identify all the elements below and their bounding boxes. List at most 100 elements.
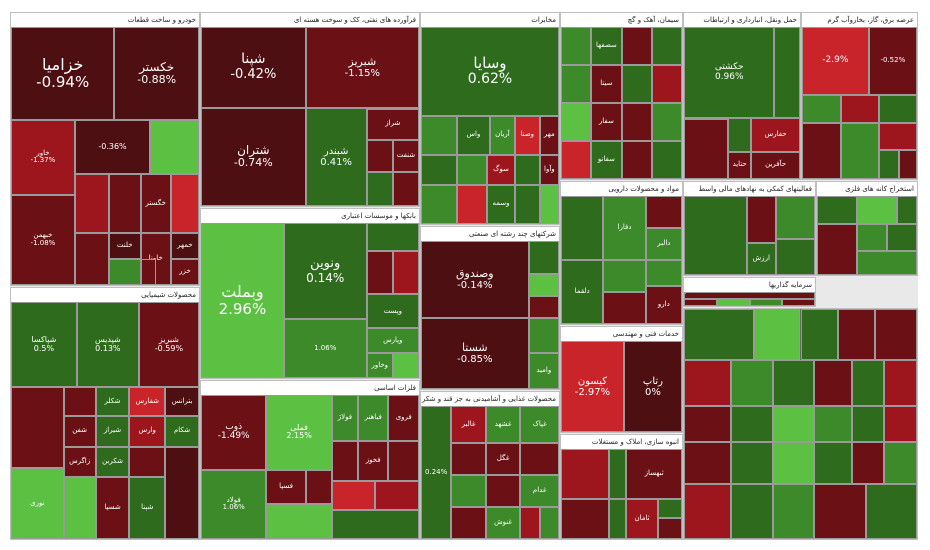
stock-tile[interactable]: -0.36% bbox=[74, 119, 151, 175]
stock-tile[interactable]: شپدیس 0.13% bbox=[76, 302, 139, 388]
stock-tile[interactable]: وسمه bbox=[487, 184, 515, 224]
stock-tile[interactable]: -0.52% bbox=[868, 27, 917, 96]
stock-tile[interactable] bbox=[170, 174, 199, 234]
stock-tile[interactable] bbox=[749, 299, 783, 306]
stock-tile[interactable]: فباهنر bbox=[357, 395, 389, 442]
stock-tile[interactable] bbox=[456, 184, 488, 224]
stock-tile[interactable]: حکشتی 0.96% bbox=[684, 27, 775, 119]
stock-tile[interactable] bbox=[879, 122, 917, 151]
stock-tile[interactable] bbox=[851, 359, 885, 406]
stock-tile[interactable] bbox=[331, 510, 419, 539]
stock-tile[interactable] bbox=[451, 475, 486, 508]
stock-tile[interactable]: خکستر -0.88% bbox=[114, 27, 199, 120]
stock-tile[interactable]: شفارس bbox=[129, 387, 166, 416]
stock-tile[interactable]: واس bbox=[456, 115, 490, 156]
stock-tile[interactable] bbox=[657, 498, 682, 519]
sector-title[interactable]: استخراج کانه های فلزی bbox=[817, 182, 917, 196]
stock-tile[interactable] bbox=[857, 251, 917, 275]
stock-tile[interactable]: وپارس bbox=[366, 328, 419, 354]
stock-tile[interactable]: شراز bbox=[366, 107, 419, 140]
stock-tile[interactable] bbox=[392, 250, 419, 295]
stock-tile[interactable]: خزر bbox=[170, 259, 199, 285]
stock-tile[interactable]: زاگرس bbox=[63, 446, 96, 478]
stock-tile[interactable] bbox=[140, 259, 156, 285]
stock-tile[interactable] bbox=[851, 442, 885, 484]
stock-tile[interactable]: شکلر bbox=[95, 387, 130, 416]
stock-tile[interactable] bbox=[609, 498, 627, 539]
stock-tile[interactable] bbox=[366, 107, 419, 110]
stock-tile[interactable] bbox=[129, 446, 166, 478]
stock-tile[interactable]: سوگ bbox=[487, 155, 515, 185]
sector-title[interactable]: مخابرات bbox=[421, 13, 559, 27]
sector-title[interactable]: عرضه برق، گاز، بخاروآب گرم bbox=[802, 13, 917, 27]
stock-tile[interactable] bbox=[561, 103, 592, 141]
stock-tile[interactable] bbox=[728, 118, 752, 152]
stock-tile[interactable]: سصفها bbox=[591, 27, 622, 65]
stock-tile[interactable] bbox=[814, 359, 852, 406]
stock-tile[interactable]: سفانو bbox=[591, 141, 622, 179]
stock-tile[interactable] bbox=[561, 196, 604, 260]
stock-tile[interactable]: ثامان bbox=[626, 498, 658, 539]
stock-tile[interactable]: شبریز -0.59% bbox=[138, 302, 199, 388]
stock-tile[interactable] bbox=[388, 441, 419, 482]
stock-tile[interactable] bbox=[775, 196, 815, 240]
stock-tile[interactable] bbox=[331, 441, 358, 482]
stock-tile[interactable] bbox=[684, 299, 717, 306]
stock-tile[interactable] bbox=[730, 405, 773, 443]
stock-tile[interactable] bbox=[645, 260, 682, 286]
stock-tile[interactable]: دالبر bbox=[645, 228, 682, 260]
stock-tile[interactable] bbox=[884, 405, 917, 443]
stock-tile[interactable]: شفن bbox=[63, 415, 96, 447]
stock-tile[interactable] bbox=[621, 65, 652, 103]
stock-tile[interactable] bbox=[621, 141, 652, 179]
stock-tile[interactable] bbox=[561, 498, 610, 539]
stock-tile[interactable]: شپاکسا 0.5% bbox=[11, 302, 77, 388]
stock-tile[interactable]: ثبهساز bbox=[626, 449, 682, 499]
stock-tile[interactable]: کیسون -2.97% bbox=[561, 341, 624, 432]
sector-title[interactable]: حمل ونقل، انبارداری و ارتباطات bbox=[684, 13, 800, 27]
sector-title[interactable]: فرآورده های نفتی، کک و سوخت هسته ای bbox=[201, 13, 419, 27]
stock-tile[interactable] bbox=[772, 359, 815, 406]
stock-tile[interactable]: وبملت 2.96% bbox=[201, 223, 284, 378]
stock-tile[interactable] bbox=[684, 405, 731, 443]
stock-tile[interactable] bbox=[841, 122, 880, 179]
stock-tile[interactable] bbox=[528, 295, 559, 318]
stock-tile[interactable] bbox=[561, 27, 592, 65]
stock-tile[interactable] bbox=[865, 483, 917, 539]
stock-tile[interactable] bbox=[621, 103, 652, 141]
stock-tile[interactable]: غگل bbox=[485, 443, 521, 476]
sector-title[interactable]: سرمایه گذاریها bbox=[684, 278, 815, 292]
stock-tile[interactable]: -2.9% bbox=[802, 27, 869, 96]
stock-tile[interactable]: ونوین 0.14% bbox=[283, 223, 367, 320]
stock-tile[interactable]: خاور -1.37% bbox=[11, 119, 75, 195]
stock-tile[interactable]: ذوب -1.49% bbox=[201, 395, 267, 470]
stock-tile[interactable]: شکام bbox=[165, 415, 199, 447]
stock-tile[interactable] bbox=[774, 27, 800, 119]
stock-tile[interactable] bbox=[331, 481, 376, 511]
stock-tile[interactable]: خمهر bbox=[170, 233, 199, 260]
stock-tile[interactable] bbox=[837, 309, 876, 360]
sector-title[interactable]: فلزات اساسی bbox=[201, 381, 419, 395]
stock-tile[interactable] bbox=[716, 299, 750, 306]
stock-tile[interactable] bbox=[451, 507, 486, 539]
stock-tile[interactable] bbox=[11, 387, 64, 468]
stock-tile[interactable] bbox=[684, 309, 754, 360]
stock-tile[interactable] bbox=[108, 174, 141, 234]
stock-tile[interactable] bbox=[851, 405, 885, 443]
stock-tile[interactable] bbox=[366, 250, 393, 295]
sector-title[interactable]: شرکتهای چند رشته ای صنعتی bbox=[421, 227, 559, 241]
stock-tile[interactable]: شتران -0.74% bbox=[201, 107, 306, 206]
stock-tile[interactable] bbox=[730, 442, 773, 484]
stock-tile[interactable] bbox=[603, 292, 646, 324]
stock-tile[interactable] bbox=[857, 223, 887, 252]
stock-tile[interactable] bbox=[817, 196, 857, 224]
stock-tile[interactable] bbox=[782, 299, 815, 306]
stock-tile[interactable]: وصنا bbox=[514, 115, 540, 156]
sector-title[interactable]: مواد و محصولات دارویی bbox=[561, 182, 682, 196]
sector-title[interactable]: بانکها و موسسات اعتباری bbox=[201, 209, 419, 223]
stock-tile[interactable] bbox=[421, 184, 457, 224]
stock-tile[interactable]: فملی 2.15% bbox=[266, 395, 332, 470]
stock-tile[interactable]: خبهمن -1.08% bbox=[11, 194, 75, 285]
stock-tile[interactable] bbox=[150, 119, 199, 175]
sector-title[interactable]: خودرو و ساخت قطعات bbox=[11, 13, 199, 27]
